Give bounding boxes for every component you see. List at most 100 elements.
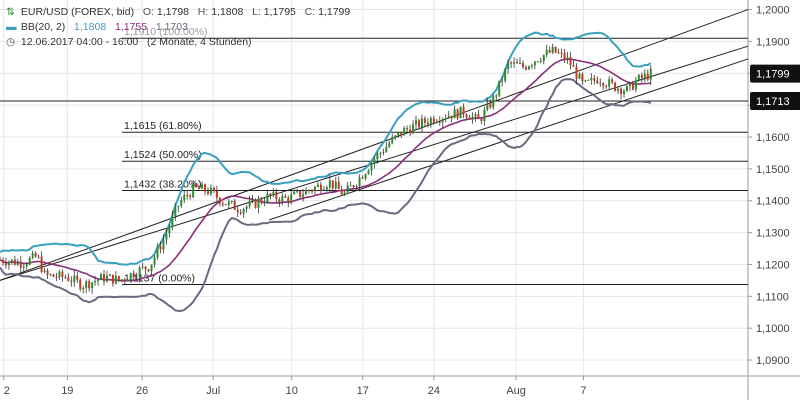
candle-body [409, 129, 412, 134]
trend-line [269, 58, 749, 221]
candle-body [239, 212, 242, 214]
instrument-icon: ⇅ [6, 6, 15, 18]
candle-body [126, 280, 129, 282]
candle-body [64, 276, 67, 278]
candle-body [382, 152, 385, 154]
high-label: H: [197, 6, 209, 18]
candle-body [649, 68, 652, 80]
candle-body [355, 186, 358, 188]
candle-body [637, 74, 640, 81]
fibonacci-label: 1,1910 (100.00%) [124, 26, 207, 38]
candle-body [447, 115, 450, 119]
candle-body [438, 121, 441, 123]
candle-body [287, 197, 290, 202]
candle-body [584, 80, 587, 82]
candle-body [334, 181, 337, 189]
x-tick-label: Aug [506, 385, 526, 397]
x-tick-label: 10 [286, 385, 298, 397]
timeframe-period: (2 Monate, 4 Stunden) [147, 36, 252, 48]
candle-body [159, 246, 162, 250]
candle-body [536, 61, 539, 63]
candle-body [162, 239, 165, 250]
low-value: 1,1795 [263, 6, 296, 18]
candle-body [171, 215, 174, 228]
candle-body [412, 124, 415, 134]
candle-body [58, 271, 61, 278]
candle-body [299, 190, 302, 197]
candle-body [465, 114, 468, 118]
candle-body [97, 279, 100, 282]
low-label: L: [252, 6, 261, 18]
candle-body [266, 193, 269, 203]
price-label-text: 1,1713 [756, 96, 790, 108]
candle-body [361, 177, 364, 179]
candle-body [204, 184, 207, 192]
candle-body [495, 95, 498, 97]
candle-body [521, 62, 524, 68]
y-tick-label: 1,1200 [756, 259, 790, 271]
candle-body [183, 195, 186, 201]
candle-body [132, 273, 135, 278]
candle-body [242, 209, 245, 214]
candle-body [293, 191, 296, 195]
candle-body [441, 118, 444, 123]
candle-body [308, 190, 311, 192]
candle-body [180, 200, 183, 206]
candle-body [614, 82, 617, 91]
y-tick-label: 1,1100 [756, 291, 789, 303]
candle-body [376, 153, 379, 160]
candle-body [209, 187, 212, 194]
open-label: O: [142, 6, 154, 18]
candle-body [415, 120, 418, 125]
candle-body [358, 177, 361, 187]
candle-body [367, 170, 370, 175]
fibonacci-label: 1,1524 (50.00%) [124, 149, 202, 161]
y-tick-label: 1,1000 [756, 323, 790, 335]
candle-body [444, 118, 447, 120]
candle-body [117, 275, 120, 281]
candle-body [70, 280, 73, 282]
candle-body [221, 203, 224, 205]
candle-body [394, 135, 397, 138]
candle-body [248, 201, 251, 207]
candle-body [22, 266, 25, 268]
candle-body [429, 118, 432, 125]
candle-body [578, 73, 581, 79]
candle-body [417, 120, 420, 128]
candle-body [156, 246, 159, 258]
candle-body [611, 79, 614, 83]
candle-body [328, 180, 331, 188]
candle-body [218, 197, 221, 204]
candle-body [313, 186, 316, 192]
y-tick-label: 1,1900 [756, 36, 790, 48]
y-tick-label: 1,1500 [756, 164, 790, 176]
candle-body [141, 266, 144, 268]
candle-body [147, 269, 150, 272]
candle-body [596, 80, 599, 84]
candle-body [498, 80, 501, 96]
candle-body [623, 91, 626, 95]
candle-body [426, 122, 429, 125]
candle-body [189, 195, 192, 198]
candle-body [554, 46, 557, 53]
candle-body [108, 274, 111, 276]
price-label-box [750, 64, 800, 83]
candle-body [316, 184, 319, 187]
candle-body [290, 194, 293, 202]
candle-body [207, 191, 210, 194]
candle-body [459, 106, 462, 119]
candle-body [480, 119, 483, 122]
x-tick-label: 19 [61, 385, 73, 397]
candle-body [340, 189, 343, 195]
y-tick-label: 1,1300 [756, 228, 790, 240]
x-tick-label: 26 [136, 385, 148, 397]
candle-body [153, 257, 156, 265]
candle-body [7, 261, 10, 266]
candle-body [52, 274, 55, 277]
candle-body [281, 196, 284, 203]
candle-body [135, 277, 138, 279]
candle-body [572, 65, 575, 67]
candle-body [501, 80, 504, 82]
candle-body [379, 152, 382, 154]
candle-body [257, 199, 260, 208]
